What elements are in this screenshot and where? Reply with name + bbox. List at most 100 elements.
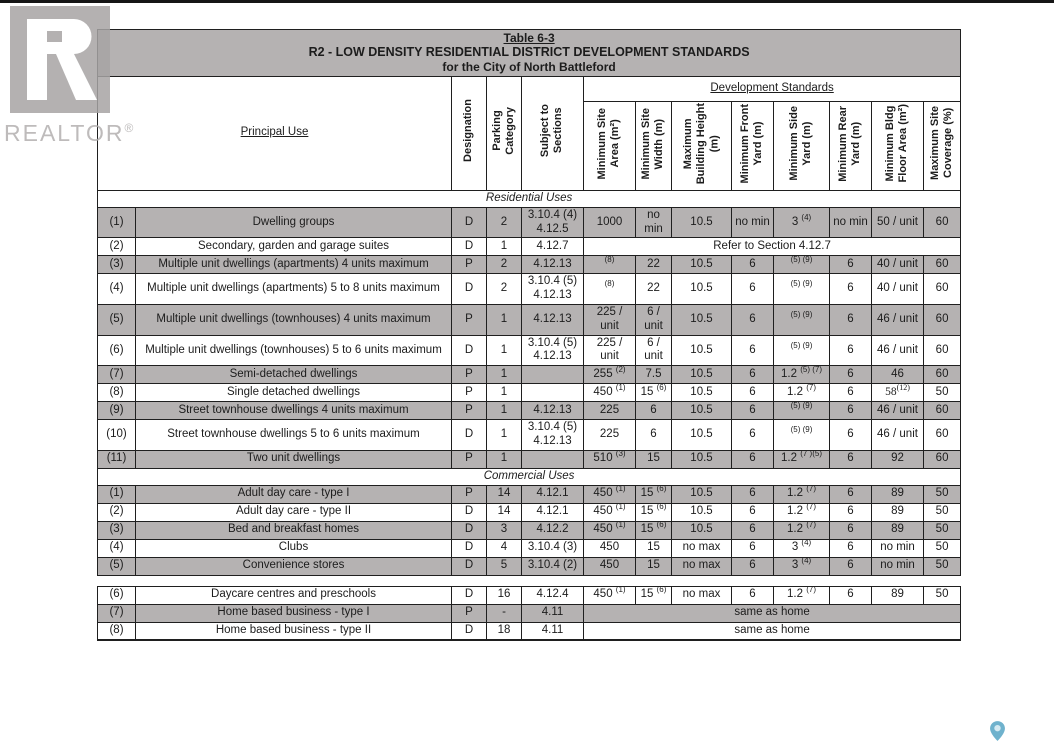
table-gap-row (97, 575, 961, 587)
cell-min-bldg-floor-area: 89 (871, 484, 924, 504)
cell-row-number: (1) (97, 484, 136, 504)
cell-min-site-area: 450 (583, 556, 636, 576)
cell-max-building-height: 10.5 (671, 365, 732, 385)
cell-row-number: (7) (97, 365, 136, 385)
realtor-wordmark: REALTOR® (4, 120, 134, 146)
table-gap (97, 575, 961, 587)
cell-subject-to-sections (521, 365, 584, 385)
cell-max-site-coverage: 50 (922, 538, 962, 558)
cell-min-bldg-floor-area: 58(12) (871, 383, 924, 403)
cell-min-front-yard: 6 (731, 556, 774, 576)
cell-min-bldg-floor-area: 46 / unit (871, 334, 924, 367)
cell-subject-to-sections: 4.12.13 (521, 255, 584, 275)
cell-parking-category: 14 (486, 502, 522, 522)
cell-min-rear-yard: 6 (829, 502, 872, 522)
cell-parking-category: 1 (486, 449, 522, 469)
table-row: (9) Street townhouse dwellings 4 units ma… (97, 401, 962, 421)
cell-min-site-width: 15 (6) (635, 484, 672, 504)
table-title-line: R2 - LOW DENSITY RESIDENTIAL DISTRICT DE… (308, 45, 750, 60)
column-header-min-site-width: Minimum Site Width (m) (635, 100, 672, 191)
cell-parking-category: 16 (486, 585, 522, 605)
cell-parking-category: 1 (486, 304, 522, 336)
cell-principal-use: Clubs (135, 538, 452, 558)
top-border-line (0, 0, 1054, 3)
cell-max-building-height: 10.5 (671, 255, 732, 275)
table-row: (1) Adult day care - type I P 14 4.12.1 450 (… (97, 484, 962, 504)
cell-max-building-height: 10.5 (671, 206, 732, 239)
table-number: Table 6-3 (503, 31, 555, 45)
cell-principal-use: Multiple unit dwellings (apartments) 5 t… (135, 273, 452, 306)
cell-designation: D (451, 502, 487, 522)
cell-min-front-yard: 6 (731, 401, 774, 421)
cell-min-site-width: no min (635, 206, 672, 239)
cell-principal-use: Home based business - type I (135, 603, 452, 623)
column-header-max-building-height: Maximum Building Height (m) (671, 100, 732, 191)
cell-min-site-area: 225 /unit (583, 304, 636, 336)
cell-min-side-yard: 3 (4) (773, 538, 830, 558)
cell-min-front-yard: 6 (731, 334, 774, 367)
cell-spanning-note: same as home (582, 603, 962, 623)
header-row-top: Principal Use Designation Parking Catego… (97, 75, 962, 191)
cell-min-site-width: 15 (635, 538, 672, 558)
cell-parking-category: 4 (486, 538, 522, 558)
column-header-min-side-yard: Minimum Side Yard (m) (773, 100, 830, 191)
cell-parking-category: - (486, 603, 522, 623)
cell-principal-use: Semi-detached dwellings (135, 365, 452, 385)
cell-spanning-note: same as home (582, 621, 962, 642)
cell-min-bldg-floor-area: 89 (871, 585, 924, 605)
cell-subject-to-sections: 4.12.13 (521, 304, 584, 336)
cell-row-number: (5) (97, 304, 136, 336)
cell-min-site-width: 6 /unit (635, 334, 672, 367)
realtor-r-logo-icon (10, 6, 110, 113)
cell-min-bldg-floor-area: 46 / unit (871, 419, 924, 451)
cell-min-bldg-floor-area: no min (871, 538, 924, 558)
cell-subject-to-sections (521, 383, 584, 403)
cell-max-site-coverage: 50 (922, 585, 962, 605)
cell-min-site-width: 22 (635, 255, 672, 275)
table-row: (4) Clubs D 4 3.10.4 (3) 450 15 no max 6 3 (4) 6 no… (97, 538, 962, 558)
cell-row-number: (5) (97, 556, 136, 576)
cell-designation: D (451, 585, 487, 605)
cell-principal-use: Bed and breakfast homes (135, 520, 452, 540)
cell-max-site-coverage: 60 (922, 419, 962, 451)
cell-min-bldg-floor-area: 89 (871, 502, 924, 522)
cell-max-building-height: 10.5 (671, 401, 732, 421)
cell-principal-use: Convenience stores (135, 556, 452, 576)
table-row: (5) Multiple unit dwellings (townhouses) … (97, 304, 962, 336)
cell-parking-category: 1 (486, 365, 522, 385)
table-row: (8) Single detached dwellings P 1 450 (1) 15 … (97, 383, 962, 403)
column-header-min-front-yard: Minimum Front Yard (m) (731, 100, 774, 191)
cell-min-side-yard: (5) (9) (773, 255, 830, 275)
cell-min-front-yard: 6 (731, 585, 774, 605)
column-header-designation: Designation (451, 75, 487, 191)
map-pin-icon[interactable] (989, 720, 1006, 747)
cell-parking-category: 5 (486, 556, 522, 576)
cell-min-side-yard: 1.2 (7) (773, 502, 830, 522)
cell-min-site-width: 15 (635, 556, 672, 576)
cell-min-site-area: (8) (583, 255, 636, 275)
cell-subject-to-sections: 3.10.4 (4) 4.12.5 (521, 206, 584, 239)
cell-max-site-coverage: 60 (922, 206, 962, 239)
table-title: Table 6-3 R2 - LOW DENSITY RESIDENTIAL D… (96, 29, 962, 77)
cell-min-side-yard: (5) (9) (773, 334, 830, 367)
cell-min-side-yard: 3 (4) (773, 206, 830, 239)
cell-principal-use: Two unit dwellings (135, 449, 452, 469)
cell-row-number: (2) (97, 237, 136, 257)
cell-min-rear-yard: 6 (829, 419, 872, 451)
cell-min-rear-yard: 6 (829, 273, 872, 306)
cell-min-site-area: 1000 (583, 206, 636, 239)
cell-min-site-width: 6 /unit (635, 304, 672, 336)
cell-max-building-height: 10.5 (671, 273, 732, 306)
cell-min-front-yard: 6 (731, 273, 774, 306)
cell-min-side-yard: 3 (4) (773, 556, 830, 576)
cell-min-front-yard: 6 (731, 365, 774, 385)
cell-designation: D (451, 334, 487, 367)
cell-principal-use: Street townhouse dwellings 5 to 6 units … (135, 419, 452, 451)
table-row: (11) Two unit dwellings P 1 510 (3) 15 10.5 6 1.… (97, 449, 962, 469)
cell-designation: D (451, 237, 487, 257)
cell-min-bldg-floor-area: 46 / unit (871, 401, 924, 421)
cell-max-site-coverage: 50 (922, 520, 962, 540)
cell-designation: P (451, 255, 487, 275)
cell-min-side-yard: (5) (9) (773, 419, 830, 451)
cell-max-building-height: 10.5 (671, 502, 732, 522)
